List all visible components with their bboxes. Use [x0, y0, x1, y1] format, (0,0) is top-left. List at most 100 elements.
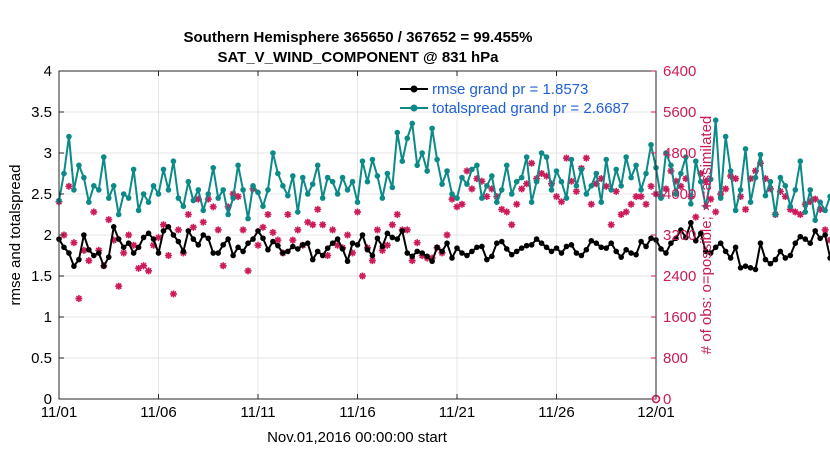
- totalspread-point: [240, 187, 246, 193]
- rmse-point: [588, 237, 595, 244]
- totalspread-point: [707, 176, 714, 183]
- obs-assimilated-point: [642, 200, 650, 208]
- rmse-point: [688, 219, 694, 226]
- rmse-point: [538, 240, 545, 246]
- y-tick-label: 3.5: [31, 104, 52, 121]
- y-tick-label: 2.5: [31, 186, 52, 203]
- y-tick-label: 3: [44, 145, 52, 162]
- rmse-point: [797, 233, 804, 240]
- totalspread-point: [66, 133, 72, 140]
- asterisk-stroke: [309, 221, 316, 228]
- asterisk-stroke: [274, 237, 281, 244]
- totalspread-point: [673, 191, 679, 197]
- rmse-point: [210, 250, 217, 256]
- totalspread-point: [125, 195, 132, 201]
- obs-assimilated-point: [319, 221, 327, 229]
- asterisk-stroke: [349, 249, 356, 257]
- totalspread-point: [220, 187, 226, 193]
- obs-assimilated-point: [503, 208, 511, 216]
- rmse-point: [603, 245, 610, 251]
- totalspread-point: [409, 120, 416, 127]
- totalspread-point: [772, 211, 779, 218]
- chart-subtitle: SAT_V_WIND_COMPONENT @ 831 hPa: [217, 49, 499, 66]
- asterisk-stroke: [827, 237, 830, 242]
- x-tick-label: 11/01: [41, 404, 77, 421]
- obs-assimilated-point: [413, 239, 421, 247]
- rmse-point: [76, 256, 82, 263]
- obs-assimilated-point: [289, 236, 297, 244]
- asterisk-stroke: [618, 211, 625, 218]
- asterisk-stroke: [80, 247, 87, 254]
- rmse-point: [130, 250, 137, 256]
- totalspread-point: [563, 195, 570, 201]
- totalspread-point: [165, 187, 172, 193]
- totalspread-point: [295, 209, 301, 215]
- asterisk-stroke: [712, 208, 719, 216]
- rmse-point: [658, 246, 664, 252]
- rmse-point: [245, 240, 251, 246]
- y-tick-label: 1: [44, 309, 52, 326]
- asterisk-stroke: [483, 193, 490, 200]
- asterisk-stroke: [269, 229, 276, 236]
- asterisk-stroke: [528, 160, 535, 167]
- totalspread-point: [752, 174, 759, 181]
- rmse-point: [474, 244, 480, 251]
- totalspread-point: [334, 191, 341, 197]
- asterisk-stroke: [304, 219, 311, 226]
- rmse-point: [344, 258, 351, 265]
- x-tick-label: 11/06: [140, 404, 176, 421]
- obs-assimilated-point: [189, 223, 197, 231]
- asterisk-stroke: [409, 257, 416, 264]
- rmse-point: [762, 256, 769, 263]
- obs-assimilated-point: [513, 200, 521, 208]
- rmse-point: [697, 230, 704, 237]
- rmse-point: [175, 238, 182, 245]
- obs-assimilated-point: [553, 193, 560, 201]
- totalspread-point: [543, 154, 550, 160]
- totalspread-point: [130, 166, 137, 173]
- asterisk-stroke: [538, 170, 545, 177]
- asterisk-stroke: [523, 180, 530, 187]
- totalspread-point: [170, 158, 177, 164]
- totalspread-point: [598, 199, 605, 205]
- asterisk-stroke: [722, 185, 729, 192]
- asterisk-stroke: [115, 283, 122, 290]
- totalspread-point: [648, 142, 654, 148]
- totalspread-point: [608, 187, 615, 193]
- totalspread-point: [379, 195, 386, 201]
- obs-assimilated-point: [677, 182, 685, 190]
- asterisk-stroke: [707, 196, 714, 203]
- rmse-point: [195, 242, 202, 248]
- totalspread-point: [489, 173, 495, 179]
- totalspread-point: [757, 151, 764, 158]
- rmse-point: [100, 263, 107, 269]
- asterisk-stroke: [220, 262, 227, 269]
- asterisk-stroke: [563, 155, 570, 162]
- asterisk-stroke: [125, 231, 132, 239]
- obs-assimilated-point: [453, 203, 461, 211]
- totalspread-point: [807, 187, 814, 193]
- obs-assimilated-point: [508, 221, 516, 229]
- asterisk-stroke: [573, 188, 580, 195]
- asterisk-stroke: [210, 203, 217, 210]
- y-tick-label: 2: [44, 227, 52, 244]
- asterisk-stroke: [642, 201, 650, 208]
- y-axis-right-label: # of obs: o=possible; ∗=assimilated: [698, 116, 715, 355]
- asterisk-stroke: [623, 208, 630, 216]
- rmse-point: [71, 263, 77, 269]
- totalspread-point: [215, 195, 221, 201]
- rmse-point: [374, 235, 381, 242]
- totalspread-point: [742, 146, 749, 152]
- totalspread-point: [767, 178, 774, 185]
- rmse-point: [339, 246, 346, 252]
- asterisk-stroke: [314, 206, 321, 213]
- obs-assimilated-point: [304, 218, 312, 226]
- totalspread-point: [270, 150, 276, 156]
- asterisk-stroke: [70, 239, 77, 246]
- y-tick-label: 1.5: [31, 268, 52, 285]
- rmse-point: [518, 245, 525, 251]
- obs-assimilated-point: [383, 241, 391, 249]
- asterisk-stroke: [254, 242, 262, 249]
- totalspread-point: [802, 209, 809, 215]
- asterisk-stroke: [498, 206, 505, 213]
